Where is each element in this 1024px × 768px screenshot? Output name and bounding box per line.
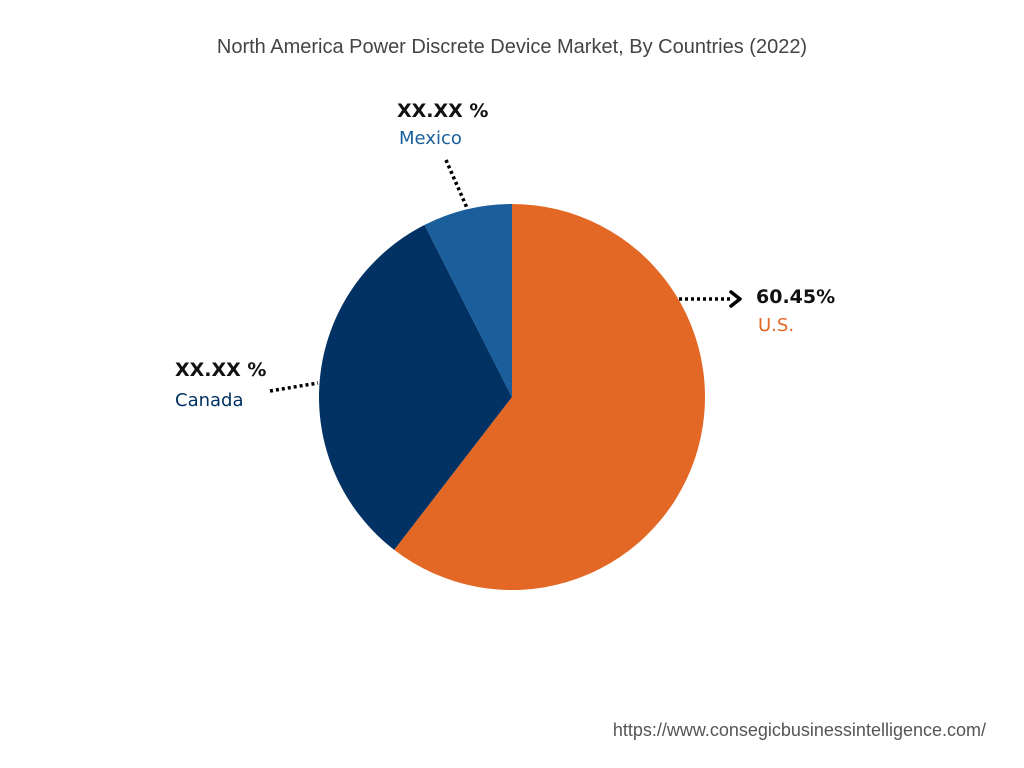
slice-label-canada-value: XX.XX % <box>175 359 266 381</box>
slice-label-us-value: 60.45% <box>756 286 835 308</box>
pie-slice-canada <box>319 224 512 550</box>
leader-canada-line <box>269 381 319 393</box>
slice-label-mexico-name: Mexico <box>399 128 462 149</box>
slice-label-mexico-value: XX.XX % <box>397 100 488 122</box>
leader-us-arrowhead <box>729 290 742 308</box>
pie-slice-mexico <box>424 204 512 397</box>
leader-lines <box>269 159 742 393</box>
pie-slices <box>319 204 706 590</box>
leader-mexico-line <box>444 159 469 209</box>
slice-label-canada-name: Canada <box>175 390 244 411</box>
slice-label-us-name: U.S. <box>758 315 794 336</box>
chart-title: North America Power Discrete Device Mark… <box>216 36 808 58</box>
pie-slice-us <box>394 204 706 590</box>
source-url[interactable]: https://www.consegicbusinessintelligence… <box>612 720 986 740</box>
